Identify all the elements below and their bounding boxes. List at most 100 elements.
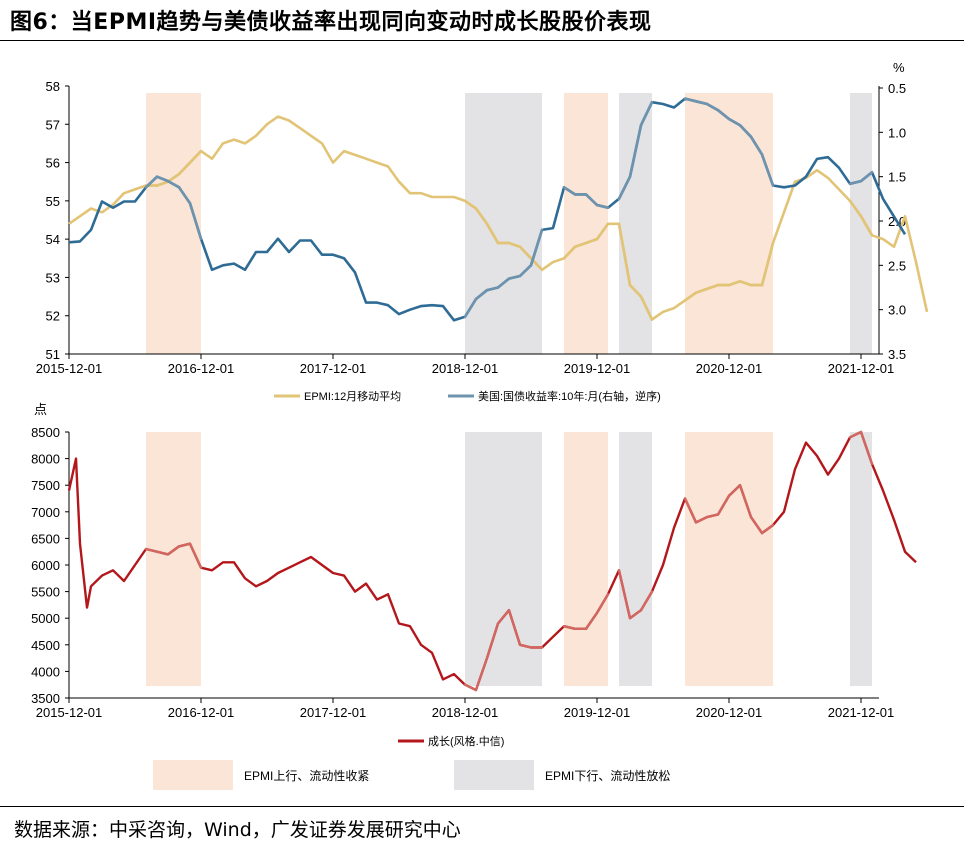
- bottom-x-tick-label: 2018-12-01: [432, 705, 499, 720]
- epmi-series-band-segment: [463, 199, 478, 210]
- epmi-series-band-segment: [507, 241, 522, 249]
- top-left-tick-label: 57: [46, 117, 60, 132]
- top-right-tick-label: 3.0: [888, 303, 906, 318]
- shading-legend-up-swatch: [153, 760, 233, 790]
- growth-index-series-band-segment: [639, 590, 654, 612]
- growth-index-series-band-segment: [474, 656, 489, 692]
- bottom-y-axis-unit: 点: [34, 402, 47, 417]
- top-right-axis-unit: %: [893, 60, 905, 75]
- bottom-band-down-1: [465, 432, 542, 686]
- top-right-tick-label: 2.5: [888, 258, 906, 273]
- epmi-series-band-segment: [562, 245, 577, 260]
- bottom-y-tick-label: 5500: [31, 585, 60, 600]
- legend-ust-label: 美国:国债收益率:10年:月(右轴，逆序): [478, 389, 661, 403]
- top-left-tick-label: 51: [46, 347, 60, 362]
- title-divider: [0, 40, 964, 41]
- growth-index-series-band-segment: [859, 430, 874, 466]
- ust-yield-series-band-segment: [595, 203, 610, 209]
- shading-legend-down-swatch: [454, 760, 534, 790]
- ust-yield-series-band-segment: [859, 170, 874, 183]
- growth-index-series-band-segment: [628, 609, 643, 620]
- top-right-tick-label: 1.5: [888, 170, 906, 185]
- epmi-series-band-segment: [628, 283, 643, 298]
- bottom-series-lines: [67, 430, 917, 692]
- bottom-y-tick-label: 5000: [31, 611, 60, 626]
- growth-index-series-band-segment: [738, 484, 753, 519]
- figure-title: 图6：当EPMI趋势与美债收益率出现同向变动时成长股股价表现: [10, 10, 652, 35]
- bottom-y-tick-label: 4000: [31, 664, 60, 679]
- epmi-series-band-segment: [518, 245, 533, 260]
- bottom-x-tick-label: 2020-12-01: [696, 705, 763, 720]
- ust-yield-series-band-segment: [617, 175, 632, 201]
- growth-index-series-band-segment: [749, 515, 764, 535]
- bottom-y-tick-label: 6000: [31, 558, 60, 573]
- top-shading-bands: [146, 93, 872, 354]
- ust-yield-series-band-segment: [562, 186, 577, 196]
- epmi-series-band-segment: [166, 172, 181, 184]
- bottom-y-tick-label: 7500: [31, 478, 60, 493]
- bottom-x-tick-label: 2016-12-01: [168, 705, 235, 720]
- epmi-series-band-segment: [760, 241, 775, 287]
- bottom-x-tick-label: 2017-12-01: [300, 705, 367, 720]
- growth-index-series-band-segment: [155, 550, 170, 556]
- top-band-down-3: [619, 93, 652, 354]
- ust-yield-series-band-segment: [716, 108, 731, 121]
- epmi-series-band-segment: [177, 161, 192, 176]
- shading-legend: EPMI上行、流动性收紧 EPMI下行、流动性放松: [153, 760, 670, 790]
- ust-yield-series-band-segment: [155, 175, 170, 183]
- top-legend: EPMI:12月移动平均 美国:国债收益率:10年:月(右轴，逆序): [274, 389, 661, 403]
- ust-yield-series-band-segment: [639, 100, 654, 127]
- top-left-tick-label: 53: [46, 270, 60, 285]
- epmi-series-band-segment: [859, 214, 874, 237]
- bottom-axes: 3500 4000 4500 5000 5500 6000 6500 7000 7500 8000…: [31, 402, 894, 720]
- top-left-tick-label: 58: [46, 79, 60, 94]
- top-x-tick-label: 2018-12-01: [432, 361, 499, 376]
- growth-index-series-band-segment: [507, 609, 522, 646]
- growth-index-series-band-segment: [166, 545, 181, 556]
- bottom-band-up-4: [685, 432, 773, 686]
- top-band-up-0: [146, 93, 201, 354]
- bottom-y-tick-label: 8500: [31, 425, 60, 440]
- legend-epmi-label: EPMI:12月移动平均: [304, 390, 401, 403]
- bottom-chart: 3500 4000 4500 5000 5500 6000 6500 7000 7500 8000…: [31, 402, 917, 748]
- bottom-legend: 成长(风格.中信): [398, 734, 504, 748]
- growth-index-series-band-segment: [496, 609, 511, 625]
- legend-growth-label: 成长(风格.中信): [428, 734, 504, 748]
- bottom-band-up-2: [564, 432, 608, 686]
- growth-index-series-band-segment: [463, 683, 478, 692]
- top-band-up-4: [685, 93, 773, 354]
- epmi-series-band-segment: [584, 237, 599, 245]
- ust-yield-series-band-segment: [749, 135, 764, 156]
- bottom-y-tick-label: 3500: [31, 691, 60, 706]
- growth-index-series-band-segment: [188, 542, 203, 569]
- epmi-series-band-segment: [595, 222, 610, 241]
- growth-index-series-band-segment: [760, 523, 775, 535]
- ust-yield-series-band-segment: [705, 102, 720, 112]
- top-x-tick-label: 2016-12-01: [168, 361, 235, 376]
- growth-index-series-band-segment: [716, 494, 731, 516]
- ust-yield-series-band-segment: [848, 179, 863, 186]
- bottom-y-tick-label: 6500: [31, 531, 60, 546]
- ust-yield-series-band-segment: [694, 100, 709, 106]
- ust-yield-series-band-segment: [628, 123, 643, 178]
- epmi-series-band-segment: [727, 279, 742, 287]
- ust-yield-series-band-segment: [584, 193, 599, 207]
- top-left-tick-label: 54: [46, 232, 60, 247]
- top-left-tick-label: 56: [46, 156, 60, 171]
- bottom-x-tick-label: 2021-12-01: [828, 705, 895, 720]
- bottom-band-down-3: [619, 432, 652, 686]
- epmi-series-band-segment: [705, 283, 720, 291]
- epmi-series-band-segment: [694, 287, 709, 295]
- top-x-tick-label: 2021-12-01: [828, 361, 895, 376]
- epmi-series-band-segment: [188, 149, 203, 164]
- top-x-tick-label: 2017-12-01: [300, 361, 367, 376]
- top-band-down-5: [850, 93, 872, 354]
- bottom-y-tick-label: 8000: [31, 452, 60, 467]
- source-note: 数据来源：中采咨询，Wind，广发证券发展研究中心: [14, 819, 461, 841]
- top-right-tick-label: 3.5: [888, 347, 906, 362]
- growth-index-series-band-segment: [177, 542, 192, 548]
- top-right-tick-label: 0.5: [888, 81, 906, 96]
- growth-index-series-band-segment: [848, 430, 863, 439]
